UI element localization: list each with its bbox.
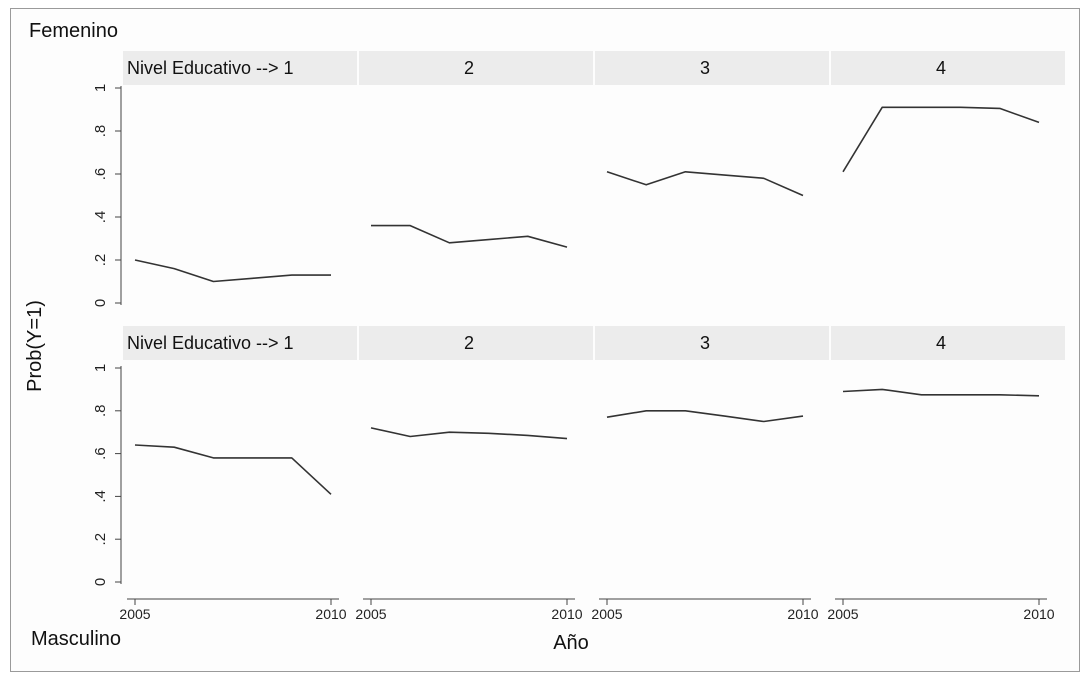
x-axis-title: Año <box>553 632 589 654</box>
x-tick-label: 2005 <box>355 606 386 622</box>
panel-strip <box>595 326 829 360</box>
series-line-masculino-1 <box>134 444 332 495</box>
y-tick-label: .2 <box>92 533 109 546</box>
series-line-femenino-1 <box>134 259 331 283</box>
y-tick-label: .8 <box>92 405 109 418</box>
panel-strip <box>595 51 829 85</box>
y-tick-label: .4 <box>92 490 109 503</box>
panel-title: 2 <box>464 58 474 78</box>
panel-strip <box>831 51 1065 85</box>
x-tick-label: 2010 <box>551 606 582 622</box>
x-tick-label: 2005 <box>119 606 150 622</box>
x-tick-label: 2005 <box>591 606 622 622</box>
x-tick-label: 2005 <box>827 606 858 622</box>
series-line-masculino-3 <box>606 409 804 423</box>
panel-strip <box>359 51 593 85</box>
panel-title: 4 <box>936 333 946 353</box>
y-tick-label: 1 <box>92 84 109 92</box>
x-tick-label: 2010 <box>787 606 818 622</box>
y-tick-label: .4 <box>92 211 109 224</box>
y-axis-title: Prob(Y=1) <box>24 300 46 392</box>
series-line-femenino-3 <box>606 171 804 197</box>
panel-strip <box>359 326 593 360</box>
y-tick-label: .2 <box>92 254 109 267</box>
y-tick-label: 1 <box>92 364 109 372</box>
panel-strip <box>831 326 1065 360</box>
panel-title: Nivel Educativo --> 1 <box>127 58 294 78</box>
series-line-femenino-2 <box>371 224 568 248</box>
panel-strip <box>123 326 357 360</box>
panel-title: 3 <box>700 58 710 78</box>
y-tick-label: .6 <box>92 168 109 181</box>
y-tick-label: 0 <box>92 299 109 307</box>
x-tick-label: 2010 <box>315 606 346 622</box>
chart-frame: Femenino Masculino Año Prob(Y=1) 0 .2 .4 .6 .8 1 N… <box>10 8 1080 672</box>
series-line-femenino-4 <box>842 106 1040 173</box>
bottom-label: Masculino <box>31 628 121 650</box>
panel-strip <box>123 51 357 85</box>
series-line-masculino-4 <box>842 388 1040 397</box>
top-label: Femenino <box>29 20 118 42</box>
chart-canvas: Femenino Masculino Año Prob(Y=1) 0 .2 .4 .6 .8 1 N… <box>24 20 1065 654</box>
series-line-masculino-2 <box>370 427 568 440</box>
panel-title: Nivel Educativo --> 1 <box>127 333 294 353</box>
panel-title: 2 <box>464 333 474 353</box>
panel-title: 3 <box>700 333 710 353</box>
x-tick-label: 2010 <box>1023 606 1054 622</box>
y-tick-label: 0 <box>92 578 109 586</box>
y-tick-label: .8 <box>92 125 109 138</box>
y-tick-label: .6 <box>92 447 109 460</box>
panel-title: 4 <box>936 58 946 78</box>
